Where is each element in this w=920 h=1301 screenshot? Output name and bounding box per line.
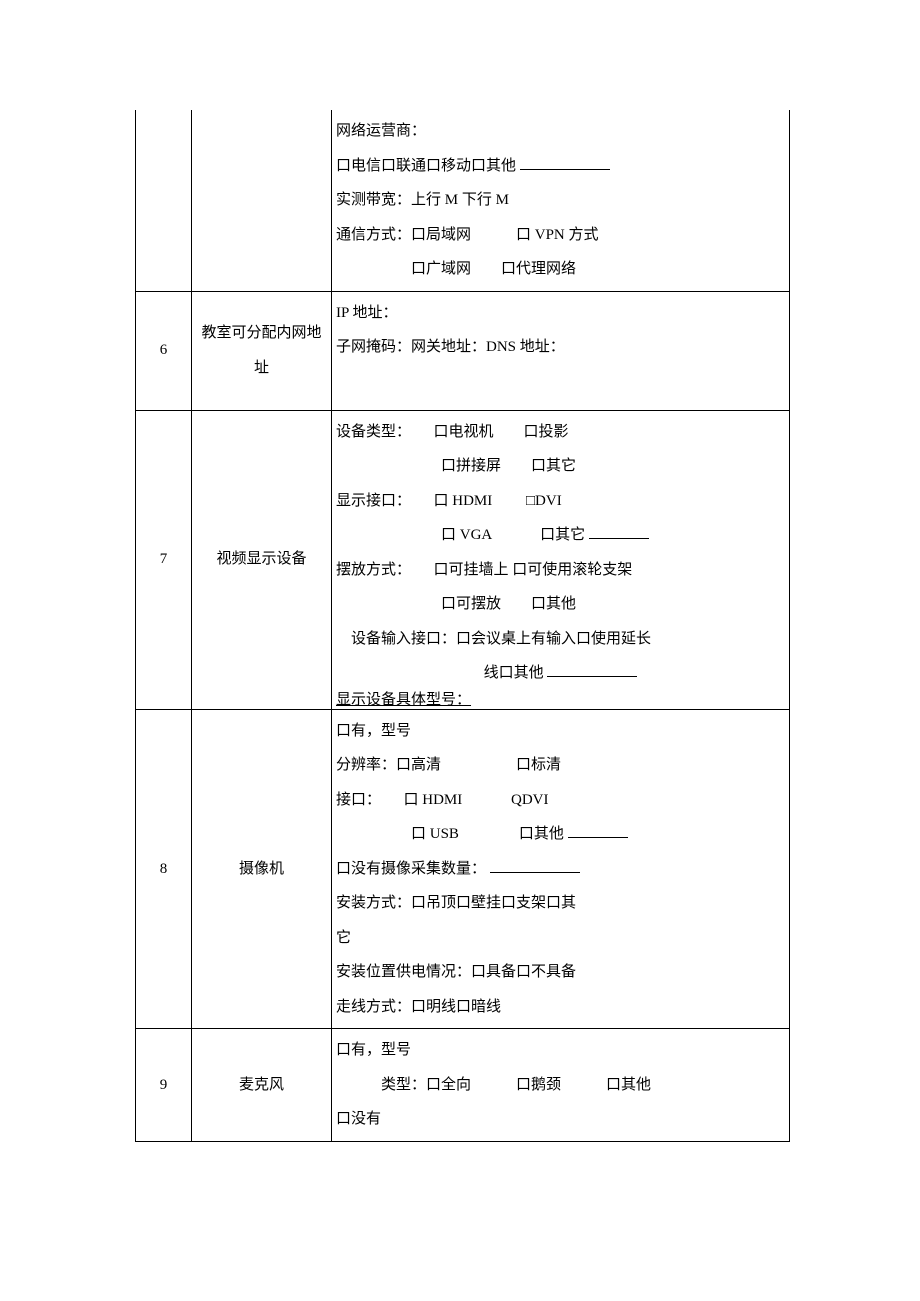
text-line: 分辨率：口高清 口标清: [336, 748, 785, 783]
blank-field[interactable]: [520, 154, 610, 170]
text-line: 口没有: [336, 1102, 785, 1137]
row-label: 视频显示设备: [192, 410, 332, 709]
row-content: 口有，型号 类型：口全向 口鹅颈 口其他 口没有: [332, 1029, 790, 1142]
text-line: 口 USB 口其他: [336, 817, 785, 852]
blank-field[interactable]: [490, 857, 580, 873]
text-line: 口有，型号: [336, 1033, 785, 1068]
row-content: 网络运营商： 口电信口联通口移动口其他 实测带宽：上行 M 下行 M 通信方式：…: [332, 110, 790, 291]
text-line: 接口： 口 HDMI QDVI: [336, 783, 785, 818]
row-num: [136, 110, 192, 291]
text-line: 网络运营商：: [336, 114, 785, 149]
document-page: 网络运营商： 口电信口联通口移动口其他 实测带宽：上行 M 下行 M 通信方式：…: [0, 0, 920, 1301]
row-num: 8: [136, 709, 192, 1029]
row-content: IP 地址： 子网掩码：网关地址：DNS 地址：: [332, 291, 790, 410]
text-line: 线口其他: [336, 656, 785, 691]
table-row: 网络运营商： 口电信口联通口移动口其他 实测带宽：上行 M 下行 M 通信方式：…: [136, 110, 790, 291]
row-label: 麦克风: [192, 1029, 332, 1142]
text-line: 子网掩码：网关地址：DNS 地址：: [336, 330, 785, 365]
text-line: 安装位置供电情况：口具备口不具备: [336, 955, 785, 990]
row-num: 6: [136, 291, 192, 410]
row-num: 7: [136, 410, 192, 709]
row-num: 9: [136, 1029, 192, 1142]
text-line: 口电信口联通口移动口其他: [336, 149, 785, 184]
text-line: 口广域网 口代理网络: [336, 252, 785, 287]
text-line: 它: [336, 921, 785, 956]
text-line: 摆放方式： 口可挂墙上 口可使用滚轮支架: [336, 553, 785, 588]
row-label: [192, 110, 332, 291]
text-line: 显示接口： 口 HDMI □DVI: [336, 484, 785, 519]
text-line: 走线方式：口明线口暗线: [336, 990, 785, 1025]
row-content: 口有，型号 分辨率：口高清 口标清 接口： 口 HDMI QDVI 口 USB …: [332, 709, 790, 1029]
text-line: 设备类型： 口电视机 口投影: [336, 415, 785, 450]
blank-field[interactable]: [568, 822, 628, 838]
text-line: 口有，型号: [336, 714, 785, 749]
table-row: 8 摄像机 口有，型号 分辨率：口高清 口标清 接口： 口 HDMI QDVI …: [136, 709, 790, 1029]
text-line: 显示设备具体型号：: [336, 691, 785, 709]
text-line: 口没有摄像采集数量：: [336, 852, 785, 887]
text-line: 通信方式：口局域网 口 VPN 方式: [336, 218, 785, 253]
text-line: 安装方式：口吊顶口壁挂口支架口其: [336, 886, 785, 921]
blank-field[interactable]: [547, 661, 637, 677]
text-line: 口拼接屏 口其它: [336, 449, 785, 484]
table-row: 9 麦克风 口有，型号 类型：口全向 口鹅颈 口其他 口没有: [136, 1029, 790, 1142]
row-label: 摄像机: [192, 709, 332, 1029]
row-label: 教室可分配内网地址: [192, 291, 332, 410]
blank-field[interactable]: [589, 523, 649, 539]
survey-table: 网络运营商： 口电信口联通口移动口其他 实测带宽：上行 M 下行 M 通信方式：…: [135, 110, 790, 1142]
text-line: 实测带宽：上行 M 下行 M: [336, 183, 785, 218]
table-row: 6 教室可分配内网地址 IP 地址： 子网掩码：网关地址：DNS 地址：: [136, 291, 790, 410]
row-content: 设备类型： 口电视机 口投影 口拼接屏 口其它 显示接口： 口 HDMI □DV…: [332, 410, 790, 709]
text-line: IP 地址：: [336, 296, 785, 331]
text-line: 类型：口全向 口鹅颈 口其他: [336, 1068, 785, 1103]
table-row: 7 视频显示设备 设备类型： 口电视机 口投影 口拼接屏 口其它 显示接口： 口…: [136, 410, 790, 709]
text-line: 口 VGA 口其它: [336, 518, 785, 553]
text-line: 设备输入接口：口会议桌上有输入口使用延长: [336, 622, 785, 657]
text-line: 口可摆放 口其他: [336, 587, 785, 622]
